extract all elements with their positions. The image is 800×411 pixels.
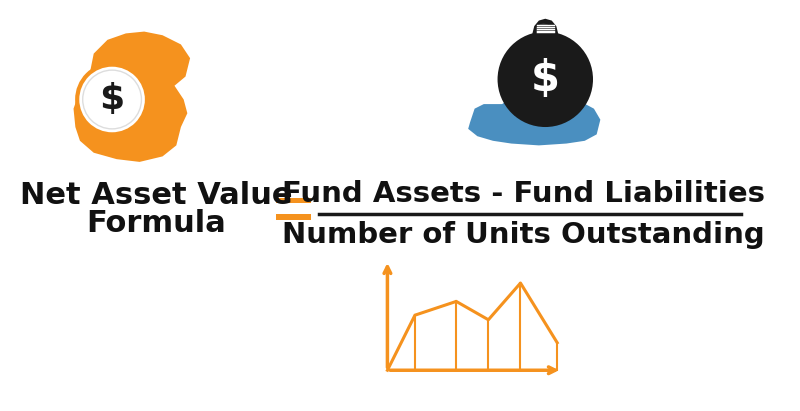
Text: $: $	[530, 58, 560, 100]
Polygon shape	[468, 95, 600, 145]
Polygon shape	[514, 97, 533, 116]
Text: Number of Units Outstanding: Number of Units Outstanding	[282, 222, 765, 249]
FancyBboxPatch shape	[276, 198, 311, 203]
FancyBboxPatch shape	[276, 214, 311, 220]
Polygon shape	[533, 19, 558, 44]
Circle shape	[82, 70, 142, 129]
Polygon shape	[74, 32, 190, 162]
Circle shape	[498, 32, 593, 127]
Text: Net Asset Value: Net Asset Value	[20, 181, 292, 210]
Text: $: $	[99, 83, 125, 116]
Text: Fund Assets - Fund Liabilities: Fund Assets - Fund Liabilities	[282, 180, 765, 208]
Circle shape	[77, 65, 147, 134]
Polygon shape	[536, 23, 554, 33]
Text: Formula: Formula	[86, 209, 226, 238]
